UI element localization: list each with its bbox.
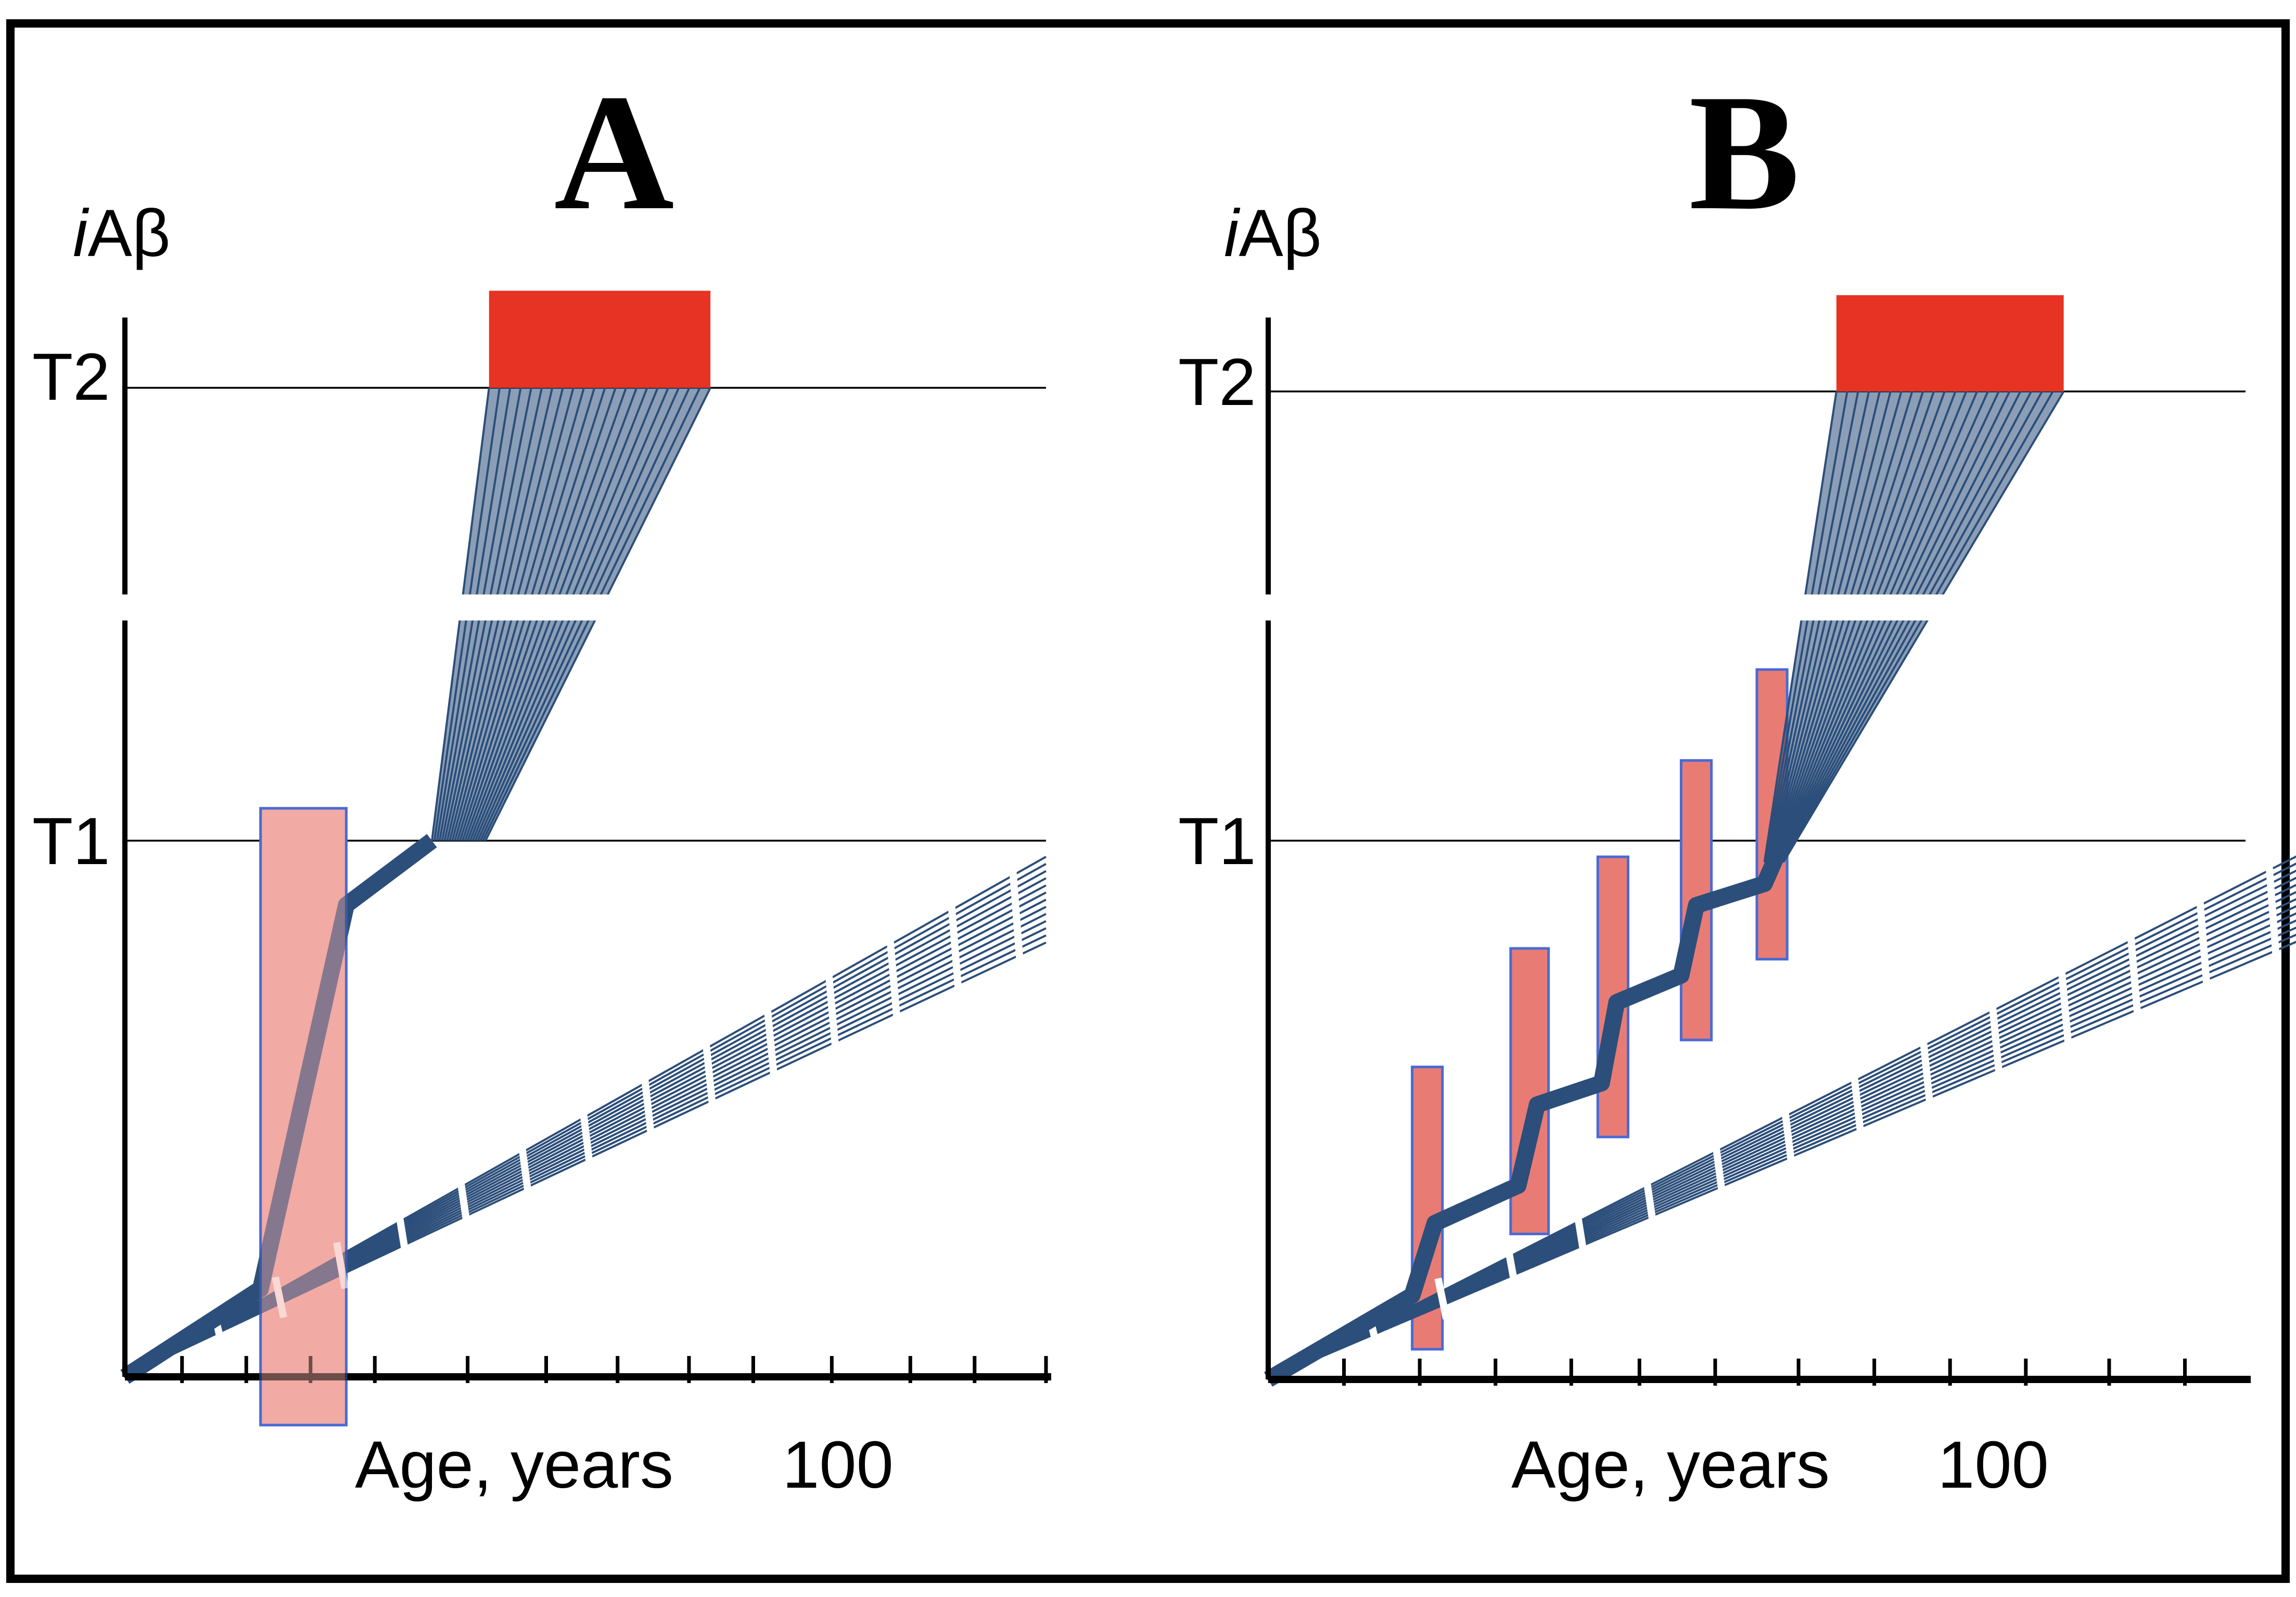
panel-b-onset-fan bbox=[1763, 390, 2065, 863]
panel-a-baseline-gap bbox=[456, 1172, 471, 1232]
panel-a-baseline-gap bbox=[763, 999, 779, 1086]
panel-b-baseline-gap bbox=[1919, 1031, 1935, 1113]
panel-a-baseline-gap bbox=[824, 965, 840, 1058]
panel-a-letter: A bbox=[554, 60, 674, 245]
panel-a-marks bbox=[109, 290, 1051, 1427]
panel-b-trajectory-point-6 bbox=[1600, 1082, 1603, 1084]
panel-a-y-axis-label: iAβ bbox=[73, 196, 170, 271]
panel-a-baseline-gap bbox=[886, 930, 901, 1029]
panel-b-letter: B bbox=[1689, 60, 1800, 245]
panel-b-baseline-gap bbox=[2196, 891, 2211, 995]
panel-b-onset-box bbox=[1836, 295, 2064, 391]
panel-a-episode-overlay-1 bbox=[259, 807, 348, 1427]
panel-a: A iAβ T2 T1 Age, years 100 bbox=[32, 60, 1051, 1502]
panel-a-axis-break bbox=[109, 594, 726, 620]
panel-b-t1-label: T1 bbox=[1178, 804, 1256, 879]
panel-b-trajectory-point-5 bbox=[1536, 1104, 1538, 1106]
panel-a-trajectory-point-3 bbox=[345, 904, 348, 906]
panel-b-x-tick-label-100: 100 bbox=[1937, 1428, 2049, 1502]
panel-b-fan-band bbox=[1764, 391, 2064, 863]
panel-a-onset-box bbox=[489, 290, 711, 388]
panel-b-trajectory-point-7 bbox=[1615, 1001, 1618, 1004]
panel-a-baseline-gap bbox=[701, 1034, 717, 1116]
panel-a-baseline-gap bbox=[272, 1276, 287, 1319]
panel-b-marks bbox=[1253, 295, 2296, 1387]
panel-a-baseline-gap bbox=[394, 1207, 410, 1260]
figure-frame bbox=[6, 19, 2290, 1583]
panel-b-baseline-gap bbox=[2057, 961, 2073, 1054]
panel-b-baseline-gap bbox=[1434, 1277, 1450, 1320]
panel-b-trajectory-point-3 bbox=[1434, 1222, 1436, 1224]
panel-a-trajectory-point-2 bbox=[259, 1288, 262, 1290]
panel-a-baseline-gap bbox=[333, 1241, 349, 1289]
panel-b-y-axis-label: iAβ bbox=[1224, 196, 1321, 271]
panel-a-x-tick-label-100: 100 bbox=[782, 1428, 894, 1502]
panel-b-baseline-gap bbox=[1849, 1067, 1866, 1143]
panel-b-trajectory-point-4 bbox=[1517, 1184, 1520, 1187]
panel-b-baseline-gap bbox=[1988, 996, 2004, 1084]
panel-a-t1-label: T1 bbox=[32, 804, 110, 879]
panel-b-trajectory-point-9 bbox=[1695, 904, 1698, 907]
panel-b-baseline-gap bbox=[2265, 855, 2280, 966]
panel-a-baseline-gap bbox=[640, 1069, 656, 1145]
panel-b-baseline-gap bbox=[1573, 1207, 1589, 1261]
panel-b-axis-break bbox=[1253, 594, 2080, 620]
panel-b-trajectory-point-10 bbox=[1763, 882, 1766, 885]
panel-a-t2-label: T2 bbox=[32, 340, 110, 414]
panel-b-baseline-gap bbox=[1780, 1102, 1796, 1172]
panel-a-x-axis-label: Age, years bbox=[355, 1428, 673, 1502]
panel-a-baseline-gap bbox=[579, 1103, 594, 1173]
panel-a-trajectory-line bbox=[120, 834, 437, 1384]
panel-a-baseline-series bbox=[124, 856, 1047, 1378]
panel-b: B iAβ T2 T1 Age, years 100 bbox=[1178, 60, 2296, 1502]
panel-b-baseline-gap bbox=[1503, 1243, 1520, 1290]
panel-b-baseline-series bbox=[1268, 855, 2296, 1380]
panel-b-t2-label: T2 bbox=[1178, 345, 1256, 420]
panel-b-baseline-gap bbox=[1642, 1172, 1658, 1231]
panel-b-baseline-gap bbox=[1711, 1137, 1727, 1202]
panel-b-baseline-gap bbox=[2126, 926, 2142, 1025]
panel-a-baseline-gap bbox=[517, 1138, 533, 1202]
panel-b-trajectory-point-8 bbox=[1680, 974, 1682, 977]
panel-a-baseline-gap bbox=[947, 895, 963, 999]
panel-b-trajectory-point-2 bbox=[1411, 1294, 1413, 1297]
panel-a-baseline-gap bbox=[1009, 860, 1024, 971]
panel-b-x-axis-label: Age, years bbox=[1511, 1428, 1830, 1502]
